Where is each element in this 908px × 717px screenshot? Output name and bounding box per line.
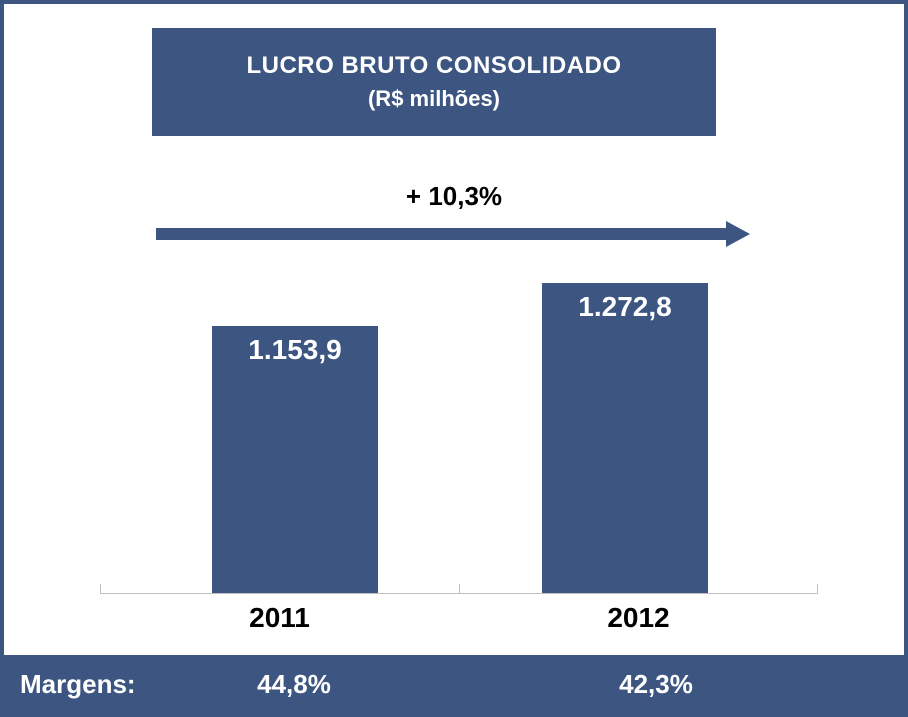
bar-value-2011: 1.153,9 <box>212 334 378 366</box>
category-label-2012: 2012 <box>539 602 739 634</box>
category-label-2011: 2011 <box>180 602 380 634</box>
title-box: LUCRO BRUTO CONSOLIDADO (R$ milhões) <box>152 28 716 136</box>
x-axis-baseline <box>100 593 818 594</box>
arrow-head-icon <box>726 221 750 247</box>
chart-subtitle: (R$ milhões) <box>152 86 716 112</box>
margin-2012: 42,3% <box>576 669 736 700</box>
plot-area: 1.153,9 1.272,8 <box>100 256 818 594</box>
bar-value-2012: 1.272,8 <box>542 291 708 323</box>
chart-frame: LUCRO BRUTO CONSOLIDADO (R$ milhões) + 1… <box>0 0 908 717</box>
bar-2012: 1.272,8 <box>542 283 708 594</box>
growth-arrow <box>156 221 750 247</box>
footer-bar: Margens: 44,8% 42,3% <box>4 655 904 713</box>
margin-2011: 44,8% <box>214 669 374 700</box>
growth-label: + 10,3% <box>4 181 904 212</box>
bar-2011: 1.153,9 <box>212 326 378 594</box>
footer-label: Margens: <box>20 669 136 700</box>
chart-title: LUCRO BRUTO CONSOLIDADO <box>152 52 716 80</box>
arrow-shaft <box>156 228 726 240</box>
